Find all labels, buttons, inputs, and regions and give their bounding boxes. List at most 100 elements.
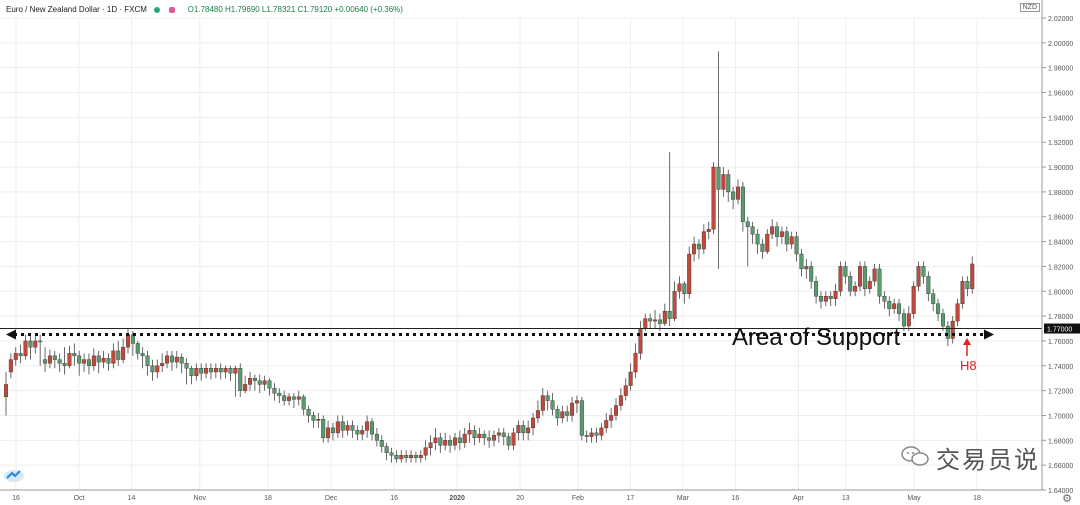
candle-body	[716, 166, 721, 190]
candle-body	[33, 340, 38, 348]
candle-body	[706, 228, 711, 232]
candle-body	[179, 356, 184, 364]
candle-body	[86, 359, 91, 366]
candle-body	[745, 221, 750, 227]
price-tick-label: 1.84000	[1048, 240, 1073, 247]
h8-arrow-head-icon	[963, 338, 971, 345]
candle-body	[423, 447, 428, 456]
flag-icon[interactable]	[169, 6, 176, 13]
candle-body	[28, 340, 33, 348]
candle-body	[82, 359, 87, 364]
candle-body	[701, 231, 706, 250]
candle-body	[731, 191, 736, 200]
support-price-label: 1.77000	[1047, 327, 1072, 334]
candle-body	[340, 421, 345, 431]
tradingview-logo-icon[interactable]	[3, 467, 25, 483]
candle-body	[101, 358, 106, 363]
candle-body	[418, 455, 423, 458]
candle-body	[52, 355, 57, 360]
candle-body	[516, 425, 521, 434]
candle-body	[277, 392, 282, 396]
price-tick-label: 1.90000	[1048, 165, 1073, 172]
candle-body	[18, 353, 23, 357]
candle-body	[165, 355, 170, 364]
arrow-left-head-icon	[6, 329, 16, 340]
candle-body	[545, 395, 550, 401]
candle-body	[897, 303, 902, 314]
candle-body	[965, 281, 970, 289]
candle-body	[296, 396, 301, 400]
candle-body	[326, 427, 331, 439]
candle-body	[677, 283, 682, 292]
candle-body	[428, 442, 433, 448]
candle-body	[628, 371, 633, 386]
time-tick-label: Apr	[793, 495, 805, 502]
candle-body	[579, 400, 584, 436]
candle-body	[140, 353, 145, 357]
candle-body	[389, 452, 394, 456]
candle-body	[462, 433, 467, 443]
candle-body	[43, 359, 48, 364]
candle-body	[365, 421, 370, 431]
candle-body	[145, 355, 150, 366]
symbol-title[interactable]: Euro / New Zealand Dollar · 1D · FXCM	[6, 5, 147, 14]
candle-body	[47, 355, 52, 364]
candle-body	[726, 174, 731, 193]
time-tick-label: 20	[516, 495, 524, 502]
candle-body	[511, 432, 516, 446]
chart-legend: Euro / New Zealand Dollar · 1D · FXCM O1…	[6, 5, 403, 14]
candle-body	[169, 355, 174, 363]
watermark-text: 交易员说	[936, 447, 1040, 474]
chart-settings-gear-icon[interactable]: ⚙	[1062, 493, 1072, 505]
candle-body	[755, 233, 760, 245]
candle-body	[521, 425, 526, 434]
candle-body	[404, 455, 409, 458]
time-tick-label: 18	[264, 495, 272, 502]
candle-body	[174, 356, 179, 363]
candle-body	[526, 427, 531, 434]
candle-body	[111, 350, 116, 364]
candle-body	[409, 455, 414, 458]
candle-body	[257, 380, 262, 385]
currency-badge[interactable]: NZD	[1019, 3, 1040, 12]
candle-body	[872, 268, 877, 282]
candle-body	[223, 368, 228, 373]
candle-body	[3, 384, 8, 398]
candle-body	[467, 430, 472, 435]
candle-body	[818, 296, 823, 302]
candle-body	[492, 435, 497, 441]
time-tick-label: 16	[732, 495, 740, 502]
candle-body	[838, 266, 843, 292]
candle-body	[911, 286, 916, 314]
candle-body	[116, 350, 121, 360]
candle-body	[623, 385, 628, 396]
arrow-right-head-icon	[984, 329, 994, 340]
candle-body	[218, 368, 223, 373]
time-tick-label: 13	[842, 495, 850, 502]
candle-body	[208, 368, 213, 373]
price-tick-label: 1.92000	[1048, 140, 1073, 147]
time-tick-label: 17	[627, 495, 635, 502]
time-axis[interactable]: 16 Oct 14 Nov 18 Dec 16 2020 20 Feb 17 Mar 16 Apr 13 Ma…	[0, 489, 1042, 502]
candle-body	[931, 293, 936, 304]
time-tick-label: Feb	[572, 495, 584, 502]
support-price-tag	[1044, 323, 1080, 334]
candle-body	[599, 427, 604, 436]
candle-body	[882, 296, 887, 302]
candle-body	[750, 226, 755, 235]
candle-body	[950, 320, 955, 339]
candle-body	[657, 319, 662, 324]
price-tick-label: 1.98000	[1048, 66, 1073, 73]
price-tick-label: 1.72000	[1048, 389, 1073, 396]
price-tick-label: 1.78000	[1048, 314, 1073, 321]
candle-body	[848, 276, 853, 292]
candle-body	[106, 358, 111, 364]
candle-body	[653, 319, 658, 322]
candle-body	[501, 432, 506, 437]
candle-body	[506, 436, 511, 446]
candle-body	[892, 303, 897, 309]
candle-body	[867, 281, 872, 289]
candle-body	[160, 363, 165, 366]
price-axis[interactable]: 1.64000 1.66000 1.68000 1.70000 1.72000 1.740…	[1041, 0, 1080, 505]
